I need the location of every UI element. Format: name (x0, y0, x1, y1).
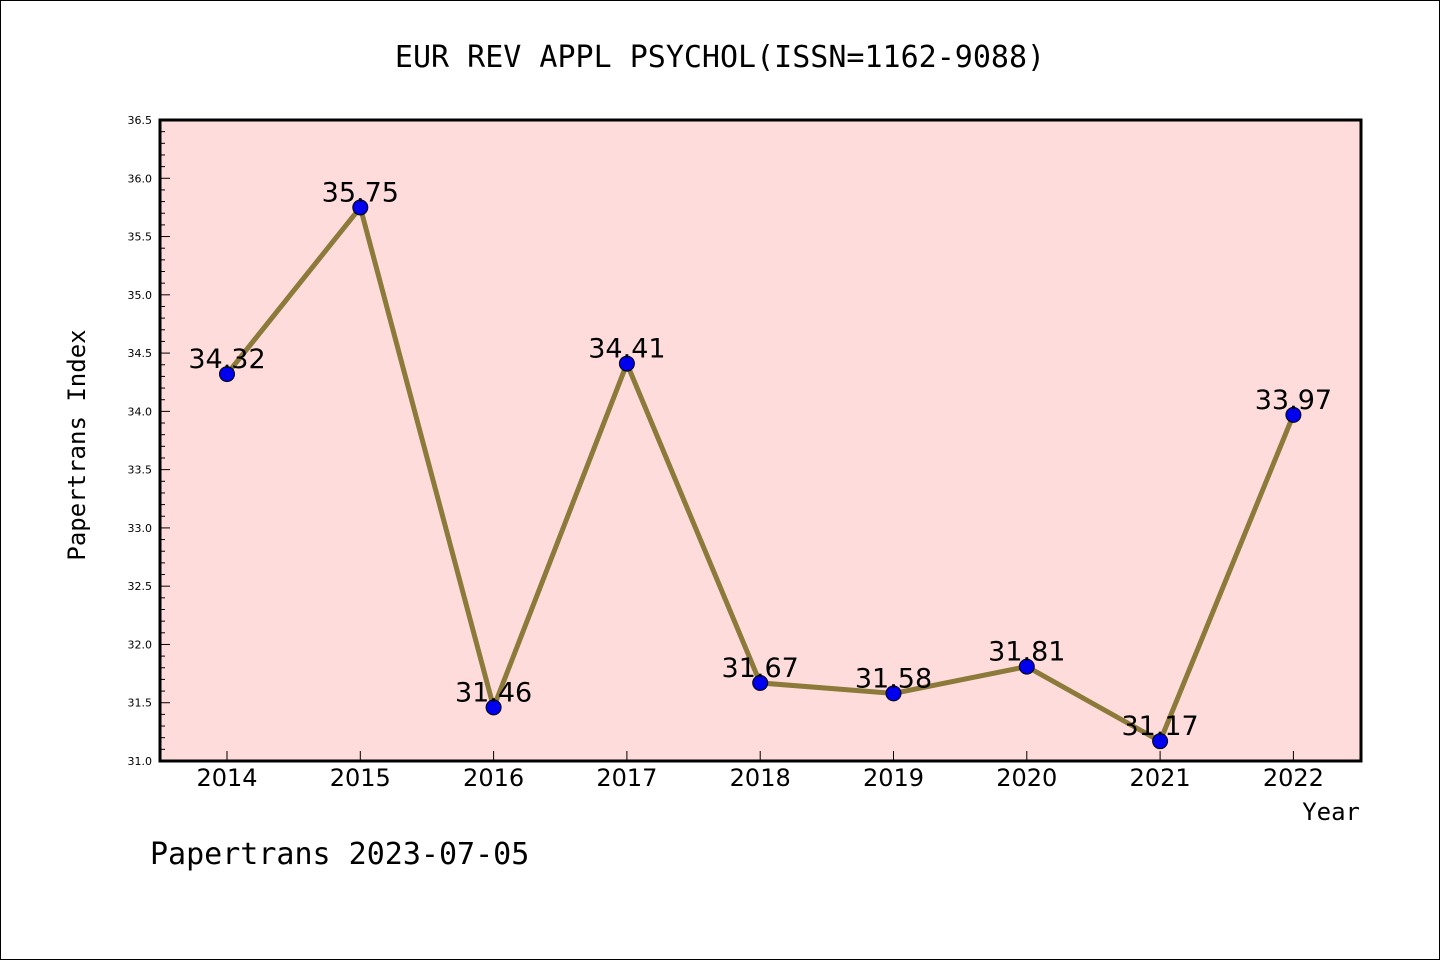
data-point (352, 199, 369, 216)
footer-note: Papertrans 2023-07-05 (150, 837, 529, 872)
y-tick-label: 33.0 (128, 522, 153, 535)
data-point (1018, 658, 1035, 675)
data-label: 31.46 (455, 677, 532, 708)
x-tick-label: 2014 (196, 764, 257, 792)
y-tick-label: 35.0 (128, 289, 153, 302)
data-label: 31.17 (1121, 711, 1198, 742)
data-label: 31.58 (855, 663, 932, 694)
data-label: 34.41 (588, 334, 665, 365)
y-axis-ticks: 31.0 31.5 32.0 32.5 33.0 33.5 34.0 34.5 35.0 35.5… (128, 114, 170, 768)
data-point (618, 355, 635, 372)
plot-area (160, 120, 1361, 761)
series-markers (219, 199, 1302, 750)
data-label: 31.81 (988, 637, 1065, 668)
y-tick-label: 31.5 (128, 697, 153, 710)
x-tick-label: 2015 (330, 764, 391, 792)
x-tick-label: 2021 (1130, 764, 1191, 792)
data-label: 33.97 (1255, 385, 1332, 416)
x-tick-label: 2022 (1263, 764, 1324, 792)
data-point (1152, 733, 1169, 750)
data-labels: 34.32 35.75 31.46 34.41 31.67 31.58 31.81 31.17… (188, 177, 1332, 742)
y-tick-label: 35.5 (128, 231, 153, 244)
data-point (485, 699, 502, 716)
x-tick-label: 2020 (996, 764, 1057, 792)
y-tick-label: 31.0 (128, 755, 153, 768)
data-label: 34.32 (188, 344, 265, 375)
x-tick-label: 2018 (730, 764, 791, 792)
y-tick-label: 36.0 (128, 172, 153, 185)
y-tick-label: 33.5 (128, 464, 153, 477)
data-point (752, 674, 769, 691)
x-axis-ticks: 2014 2015 2016 2017 2018 2019 2020 2021 2022 (196, 751, 1324, 792)
data-label: 31.67 (722, 653, 799, 684)
x-tick-label: 2016 (463, 764, 524, 792)
data-point (219, 366, 235, 383)
y-tick-label: 34.5 (128, 347, 153, 360)
y-tick-label: 32.5 (128, 580, 153, 593)
data-label: 35.75 (322, 177, 399, 208)
x-axis-label: Year (1302, 798, 1360, 826)
plot-border (158, 118, 1363, 763)
data-point (1285, 406, 1302, 423)
x-tick-label: 2017 (596, 764, 657, 792)
x-tick-label: 2019 (863, 764, 924, 792)
data-point (885, 685, 902, 702)
y-tick-label: 36.5 (128, 114, 153, 127)
chart-title: EUR REV APPL PSYCHOL(ISSN=1162-9088) (395, 40, 1045, 75)
y-tick-label: 34.0 (128, 405, 153, 418)
y-tick-label: 32.0 (128, 638, 153, 651)
y-axis-label: Papertrans Index (63, 329, 91, 560)
